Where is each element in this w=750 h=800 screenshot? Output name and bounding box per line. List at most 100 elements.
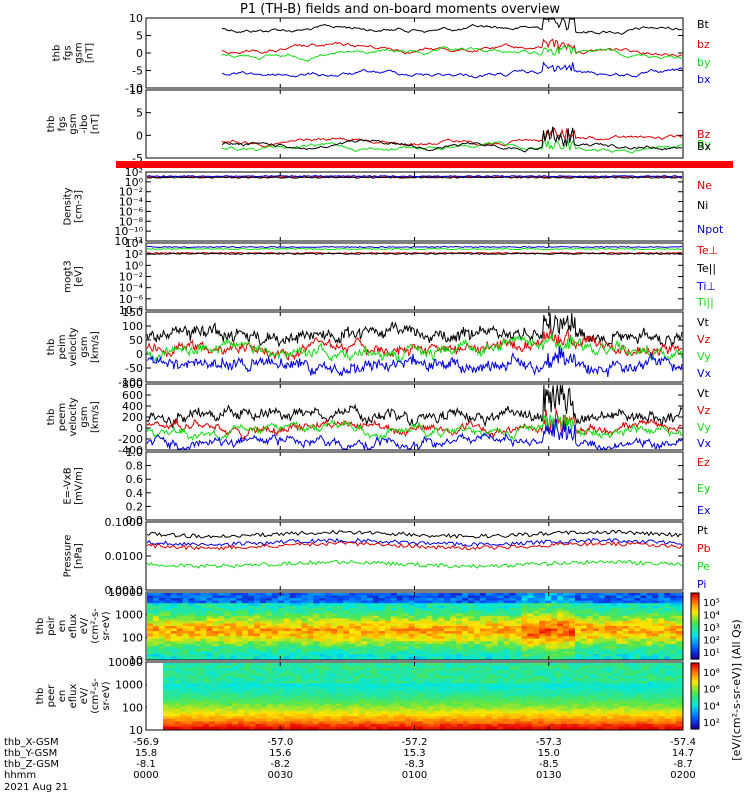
- x-axis-tick-label: 0000: [133, 770, 158, 781]
- legend-entry: Pi: [697, 578, 706, 591]
- y-tick-label: 200: [122, 411, 143, 424]
- legend-entry: Ez: [697, 456, 710, 469]
- colorbar-tick-label: 10³: [703, 623, 720, 634]
- colorbar: 10⁸ 10⁶ 10⁴ 10²: [690, 662, 720, 730]
- x-axis-tick-label: 15.8: [135, 748, 157, 759]
- panel-pressure: 0.1000 0.0100 0.0010 Pressure [nPa] Pt Pb Pe Pi: [63, 516, 711, 597]
- series-line-blue: [146, 174, 683, 178]
- y-tick-label: 10⁻¹⁰: [114, 225, 143, 238]
- y-axis-label: en: [57, 690, 68, 703]
- x-axis-tick-label: -8.5: [539, 759, 559, 770]
- x-axis-tick-label: 15.0: [538, 748, 560, 759]
- y-axis-label: thb: [35, 618, 46, 635]
- series-line-green: [221, 45, 683, 63]
- y-tick-label: 1000: [115, 609, 143, 622]
- x-axis-tick-label: 14.7: [672, 748, 694, 759]
- x-axis-tick-label: -57.0: [267, 737, 293, 748]
- series-line-green: [146, 559, 683, 569]
- panel-efield: 1.00.80.60.40.20.0 E=-VxB [mV/m] Ez Ey Ex: [63, 446, 711, 527]
- y-tick-label: 10²: [125, 248, 143, 261]
- y-tick-label: 10²: [125, 166, 143, 179]
- series-line-blue: [146, 418, 683, 451]
- y-tick-label: -10: [125, 82, 143, 95]
- x-axis: thb_X-GSM -56.9 -57.0 -57.2 -57.3 -57.4 thb_Y-…: [4, 18, 696, 793]
- y-tick-label: 10000: [108, 586, 143, 599]
- series-line-red: [221, 38, 683, 57]
- legend-entry: Pt: [697, 524, 709, 537]
- series-line-red: [146, 409, 683, 440]
- y-axis-label: [mV/m]: [74, 467, 85, 505]
- series-line-green: [221, 139, 683, 154]
- legend-entry: Te||: [696, 262, 716, 275]
- y-tick-label: 100: [122, 320, 143, 333]
- legend-entry: Vy: [697, 421, 711, 434]
- series-line-green: [146, 247, 682, 251]
- colorbar-tick-label: 10⁴: [703, 701, 720, 712]
- y-tick-label: 5: [136, 107, 143, 120]
- y-tick-label: 800: [122, 378, 143, 391]
- legend-entry: Vx: [697, 367, 712, 380]
- y-tick-label: 10⁻⁶: [119, 293, 144, 306]
- x-axis-tick-label: -57.2: [402, 737, 428, 748]
- x-axis-tick-label: -57.4: [670, 737, 696, 748]
- panel-peir: 10000 1000 100 10 thb peir en eflux eV/(cm²-s-sr…: [35, 586, 720, 667]
- y-axis-label: thb: [46, 116, 57, 133]
- x-axis-tick-label: -56.9: [133, 737, 159, 748]
- series-line-red: [146, 541, 683, 551]
- legend-entry: Te⊥: [696, 244, 718, 257]
- y-axis-label: [nT]: [85, 43, 96, 63]
- series-line-black: [146, 529, 683, 539]
- y-axis-label: (cm²-s-: [90, 678, 101, 714]
- y-tick-label: 10000: [108, 656, 143, 669]
- y-axis-label: sr-eV): [101, 681, 112, 710]
- x-axis-tick-label: 15.3: [403, 748, 425, 759]
- legend-entry: Ex: [697, 504, 711, 517]
- legend-entry: Ne: [697, 179, 712, 192]
- y-tick-label: 10⁻⁸: [119, 304, 144, 317]
- legend-entry: Bz: [697, 128, 711, 141]
- legend-entry: Ti||: [696, 296, 714, 309]
- y-tick-label: 0.4: [126, 487, 144, 500]
- x-axis-row-label: thb_Z-GSM: [4, 759, 59, 770]
- y-tick-label: 5: [136, 30, 143, 43]
- y-tick-label: -5: [132, 152, 143, 165]
- legend-entry: Pe: [697, 560, 710, 573]
- y-axis-label: -ibo: [79, 115, 90, 134]
- y-tick-label: 10⁻²: [119, 186, 143, 199]
- legend-entry: Vt: [697, 316, 710, 329]
- y-axis-label: sr-eV): [101, 611, 112, 640]
- series-line-green: [146, 333, 683, 364]
- y-tick-label: -5: [132, 65, 143, 78]
- x-axis-tick-label: 0200: [670, 770, 695, 781]
- panel-fgs: 10 5 0 -5 -10 thb fgs gsm [nT] Bt bz by bx: [52, 12, 711, 95]
- y-tick-label: 10⁰: [125, 259, 144, 272]
- series-line-red: [221, 127, 683, 148]
- y-tick-label: 600: [122, 389, 143, 402]
- legend-entry: Bt: [697, 18, 710, 31]
- y-tick-label: 10⁴: [125, 237, 144, 250]
- y-tick-label: 0.0010: [105, 584, 144, 597]
- y-tick-label: 0: [136, 47, 143, 60]
- series-line-blue: [221, 61, 683, 79]
- colorbar-tick-label: 10¹: [703, 648, 720, 659]
- y-tick-label: 0: [136, 129, 143, 142]
- legend-entry: Vz: [697, 404, 711, 417]
- series-line-black: [221, 18, 683, 35]
- x-axis-tick-label: 0100: [402, 770, 427, 781]
- y-axis-label: [nT]: [90, 114, 101, 134]
- series-line-black: [146, 384, 683, 429]
- legend-entry: Npot: [697, 223, 724, 236]
- y-axis-label: thb: [46, 409, 57, 426]
- y-tick-label: 10⁻⁴: [119, 282, 144, 295]
- y-axis-label: gsm: [68, 113, 79, 134]
- y-axis-label: velocity: [68, 327, 79, 366]
- legend-entry: Vx: [697, 437, 712, 450]
- series-line-blue: [146, 537, 683, 547]
- panel-frame: [145, 451, 684, 521]
- series-line-black: [221, 126, 683, 153]
- y-axis-label: eV/: [79, 687, 90, 704]
